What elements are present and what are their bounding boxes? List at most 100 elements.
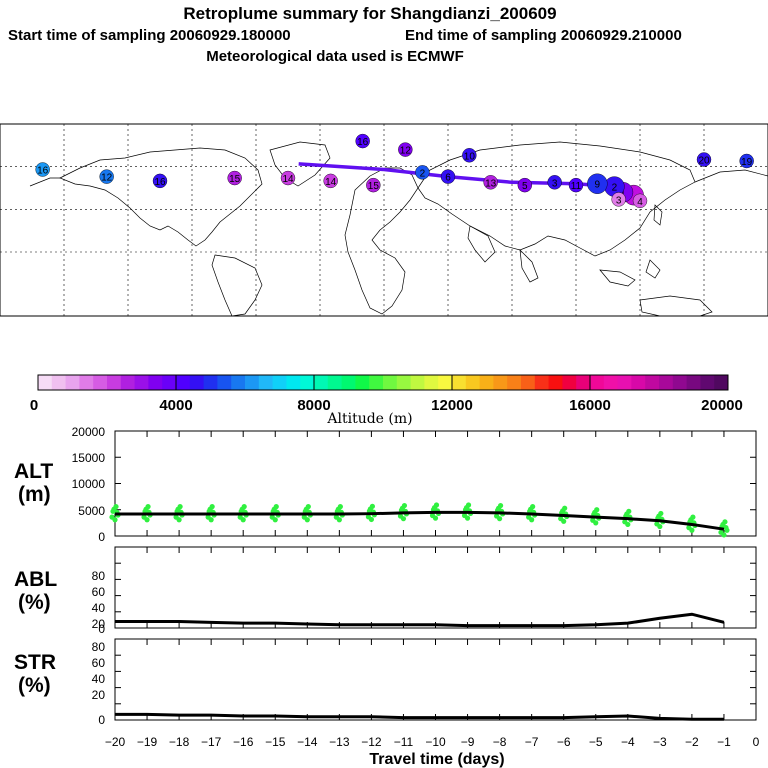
colorbar-cell: [631, 375, 646, 390]
x-tick-label: −16: [233, 735, 254, 749]
trajectory-marker-label: 16: [154, 177, 166, 188]
y-tick-label: 0: [98, 622, 105, 636]
colorbar-cell: [120, 375, 136, 390]
alt-scatter-point: [144, 517, 150, 523]
trajectory-marker-label: 6: [445, 173, 451, 184]
colorbar-cell: [396, 375, 412, 390]
trajectory-marker: [440, 169, 456, 184]
title-end-time: End time of sampling 20060929.210000: [405, 27, 682, 44]
x-tick-label: −2: [685, 735, 699, 749]
colorbar-cell: [217, 375, 232, 390]
alt-scatter-point: [689, 527, 695, 533]
colorbar-cell: [672, 375, 688, 390]
trajectory-marker-label: 10: [464, 151, 476, 162]
trajectory-marker-label: 11: [571, 181, 582, 192]
colorbar-cell: [714, 375, 729, 390]
colorbar-cell: [341, 375, 356, 390]
colorbar-cell: [355, 375, 370, 390]
trajectory-marker: [587, 173, 608, 194]
y-tick-label: 80: [92, 640, 106, 654]
panel-str-frame: [114, 638, 757, 721]
colorbar-cell: [38, 375, 53, 390]
trajectory-marker: [152, 173, 168, 189]
trajectory-marker: [355, 133, 370, 149]
trajectory-marker-label: 9: [595, 180, 601, 191]
title-line1: Retroplume summary for Shangdianzi_20060…: [183, 4, 556, 23]
panel-str-unit: (%): [18, 674, 51, 697]
x-tick-label: −9: [461, 735, 475, 749]
alt-scatter-point: [464, 515, 471, 521]
trajectory-marker-label: 4: [637, 197, 643, 208]
trajectory-marker: [696, 152, 712, 167]
colorbar: 0 4000 8000 12000 16000 20000 Altitude (…: [30, 374, 743, 427]
y-tick-label: 60: [92, 656, 106, 670]
x-tick-label: −18: [169, 735, 190, 749]
alt-scatter-point: [400, 516, 407, 522]
x-tick-label: −10: [425, 735, 446, 749]
y-tick-label: 40: [92, 601, 106, 615]
colorbar-cell: [590, 375, 605, 390]
x-tick-label: −7: [525, 735, 539, 749]
trajectory-marker: [611, 192, 626, 207]
colorbar-cell: [438, 375, 453, 390]
colorbar-cell: [300, 375, 315, 390]
panel-str-series-line: [115, 712, 724, 721]
colorbar-cell: [327, 375, 343, 390]
trajectory-marker-label: 19: [741, 157, 753, 168]
y-tick-label: 20000: [72, 425, 106, 439]
x-tick-label: 0: [753, 735, 760, 749]
panel-abl-unit: (%): [18, 591, 51, 614]
x-tick-label: −17: [201, 735, 222, 749]
alt-scatter-point: [625, 521, 631, 528]
colorbar-tick-label: 8000: [297, 397, 330, 414]
alt-scatter-point: [721, 532, 727, 538]
colorbar-cell: [245, 375, 260, 390]
alt-scatter-point: [593, 520, 599, 526]
map: 1291135136215141415161216192012161043: [0, 123, 768, 317]
panel-str: STR (%) 80 60 40 20 0: [14, 638, 757, 727]
alt-scatter-point: [657, 523, 663, 530]
alt-scatter-point: [369, 503, 375, 509]
panel-str-label: STR: [14, 651, 56, 674]
alt-scatter-point: [497, 516, 503, 522]
colorbar-cell: [452, 375, 467, 390]
colorbar-cell: [162, 375, 177, 390]
y-tick-label: 5000: [78, 504, 105, 518]
alt-scatter-point: [337, 504, 343, 510]
trajectory-marker-label: 15: [368, 181, 380, 192]
coastlines: [29, 141, 768, 317]
colorbar-cell: [203, 375, 218, 390]
alt-scatter-point: [176, 517, 182, 523]
trajectory-marker-label: 15: [229, 174, 241, 185]
trajectory-marker-label: 12: [101, 173, 113, 184]
y-tick-label: 80: [92, 569, 106, 583]
colorbar-tick-label: 16000: [569, 397, 611, 414]
y-tick-label: 0: [98, 713, 105, 727]
colorbar-tick-label: 4000: [159, 397, 192, 414]
x-tick-label: −19: [137, 735, 158, 749]
alt-scatter-point: [433, 502, 440, 508]
alt-scatter-point: [432, 515, 439, 521]
trajectory-marker-label: 16: [37, 166, 49, 177]
trajectory-marker: [483, 175, 498, 190]
colorbar-cell: [176, 375, 191, 390]
x-tick-label: −15: [265, 735, 286, 749]
y-tick-label: 40: [92, 672, 106, 686]
panel-str-ticks: [114, 638, 757, 721]
alt-scatter-point: [724, 527, 730, 533]
x-tick-label: −12: [361, 735, 382, 749]
y-tick-label: 10000: [72, 477, 106, 491]
x-tick-label: −6: [557, 735, 571, 749]
trajectory-marker-label: 2: [420, 168, 426, 179]
colorbar-cell: [258, 375, 274, 390]
colorbar-cell: [645, 375, 660, 390]
trajectory-marker-label: 3: [616, 195, 622, 206]
colorbar-cell: [314, 375, 329, 390]
y-tick-label: 20: [92, 688, 106, 702]
alt-scatter-point: [658, 510, 664, 517]
trajectory-marker: [99, 169, 114, 184]
alt-scatter-point: [465, 502, 472, 508]
colorbar-cell: [548, 375, 563, 390]
colorbar-cell: [369, 375, 384, 390]
